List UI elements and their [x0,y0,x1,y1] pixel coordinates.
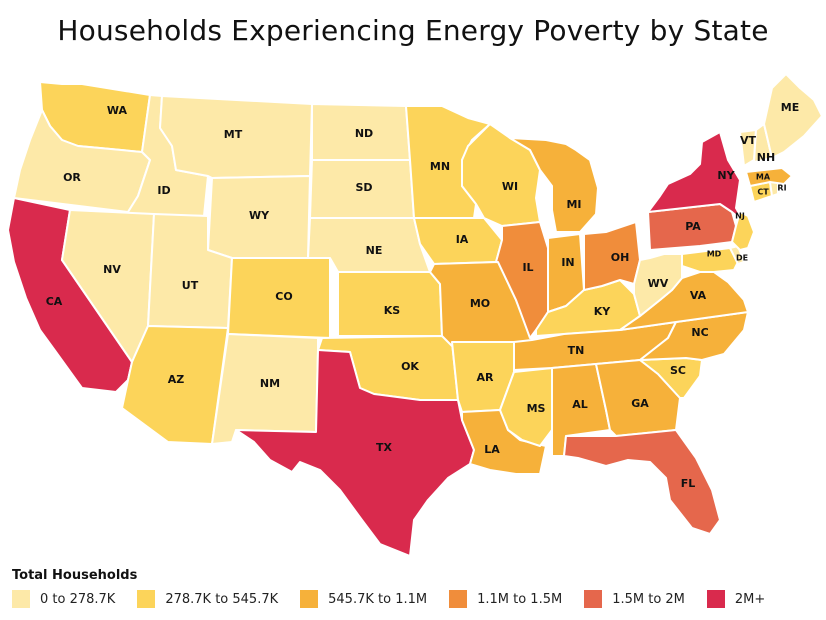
state-label-de: DE [736,254,748,263]
state-label-nm: NM [260,377,280,390]
state-nj[interactable] [731,211,755,251]
us-map: WA OR CA ID NV MT WY UT AZ CO NM ND SD NE KS OK TX MN IA MO… [7,73,823,557]
state-label-nv: NV [103,263,121,276]
legend-item-5: 2M+ [706,590,766,608]
state-label-or: OR [63,171,81,184]
state-wv[interactable] [633,253,683,317]
legend-label-5: 2M+ [734,591,766,607]
state-label-ia: IA [456,233,469,246]
state-label-sc: SC [670,364,686,377]
legend-swatch-1 [137,590,156,608]
legend-label-4: 1.5M to 2M [612,591,685,607]
state-label-va: VA [690,289,707,302]
state-label-in: IN [561,256,574,269]
state-label-ut: UT [182,279,199,292]
state-label-vt: VT [740,134,757,147]
legend-swatch-3 [449,590,468,608]
state-me[interactable] [763,73,823,159]
legend-swatch-4 [584,590,603,608]
state-label-id: ID [157,184,170,197]
state-label-pa: PA [685,220,701,233]
state-label-wa: WA [107,104,128,117]
state-label-ri: RI [777,184,786,193]
map-title: Households Experiencing Energy Poverty b… [57,14,769,47]
state-label-fl: FL [681,477,696,490]
legend-label-1: 278.7K to 545.7K [165,591,279,607]
state-label-nh: NH [757,151,775,164]
legend-swatch-0 [12,590,30,608]
state-label-ma: MA [756,173,771,182]
state-label-al: AL [572,398,588,411]
state-label-ms: MS [527,402,546,415]
state-label-md: MD [707,250,722,259]
legend-item-3: 1.1M to 1.5M [449,590,562,608]
state-label-ar: AR [477,371,495,384]
state-label-me: ME [781,101,799,114]
state-label-ny: NY [717,169,735,182]
state-label-ky: KY [594,305,612,318]
state-fl[interactable] [563,429,721,535]
state-label-ks: KS [384,304,401,317]
state-label-wy: WY [249,209,270,222]
legend-label-2: 545.7K to 1.1M [328,591,428,607]
state-label-nd: ND [355,127,373,140]
legend: 0 to 278.7K 278.7K to 545.7K 545.7K to 1… [12,590,765,608]
state-label-wi: WI [502,180,518,193]
state-label-nj: NJ [735,212,745,221]
state-label-tx: TX [376,441,393,454]
state-label-co: CO [275,290,292,303]
state-ny[interactable] [647,131,745,223]
legend-swatch-5 [706,590,725,608]
state-label-nc: NC [691,326,708,339]
state-label-il: IL [522,261,533,274]
state-label-wv: WV [648,277,669,290]
state-label-mn: MN [430,160,450,173]
legend-title: Total Households [12,568,138,583]
legend-item-0: 0 to 278.7K [12,590,115,608]
state-label-ct: CT [757,188,769,197]
state-label-sd: SD [355,181,372,194]
legend-item-1: 278.7K to 545.7K [137,590,278,608]
legend-label-3: 1.1M to 1.5M [477,591,563,607]
legend-swatch-2 [300,590,319,608]
state-label-mt: MT [224,128,243,141]
state-label-ok: OK [401,360,419,373]
state-label-ne: NE [366,244,383,257]
state-label-mi: MI [566,198,581,211]
state-label-ga: GA [631,397,649,410]
state-il[interactable] [495,221,549,339]
state-mi[interactable] [509,137,599,233]
state-label-tn: TN [568,344,585,357]
state-label-mo: MO [470,297,490,310]
state-ma[interactable] [745,167,793,187]
state-tx[interactable] [235,349,475,557]
legend-item-2: 545.7K to 1.1M [300,590,427,608]
state-label-oh: OH [611,251,630,264]
state-label-ca: CA [46,295,63,308]
legend-label-0: 0 to 278.7K [40,591,116,607]
legend-item-4: 1.5M to 2M [584,590,685,608]
state-label-la: LA [484,443,500,456]
state-label-az: AZ [168,373,185,386]
